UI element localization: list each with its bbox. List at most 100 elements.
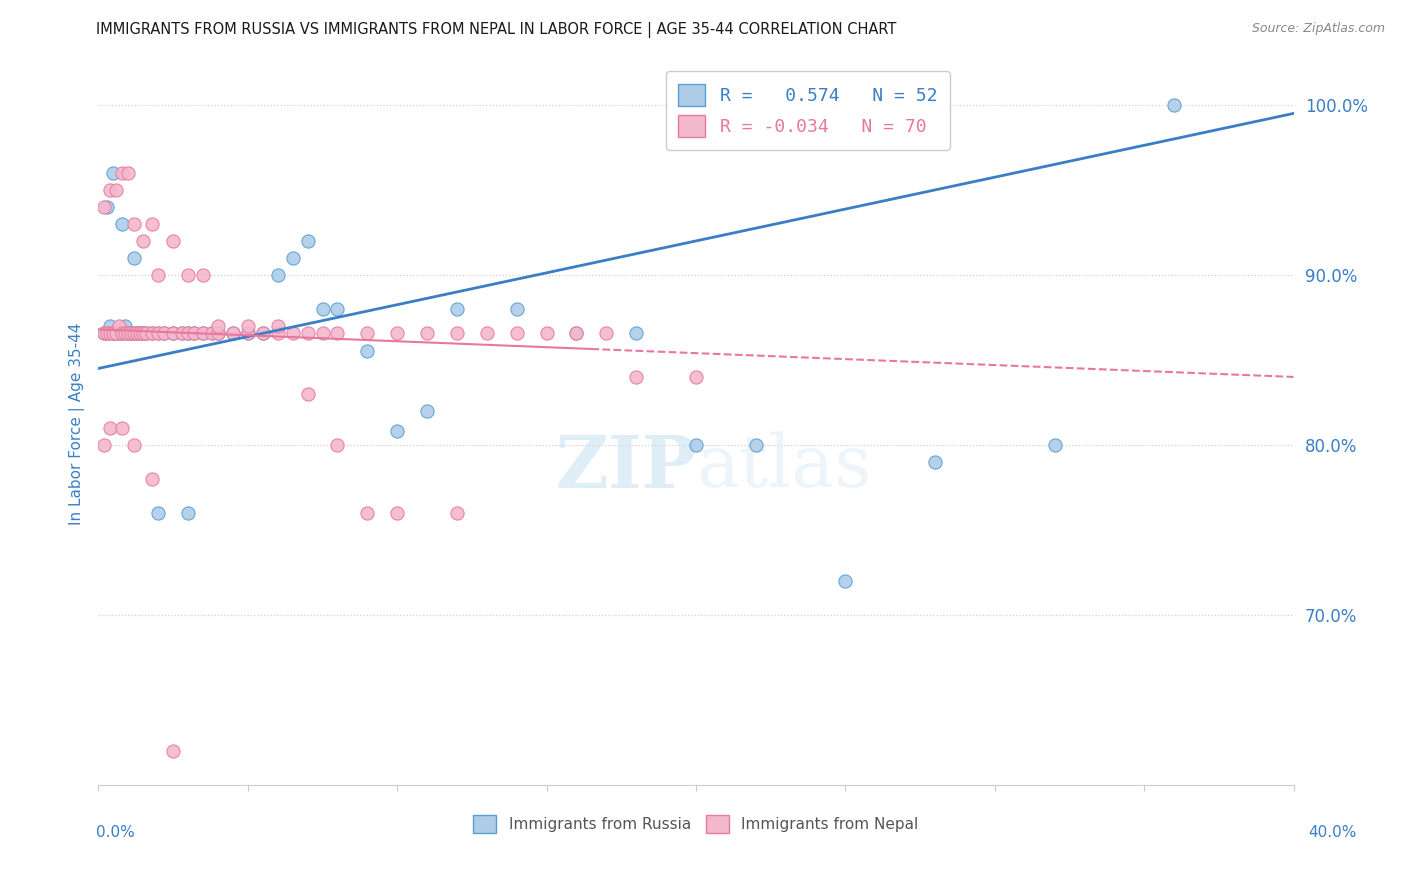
- Point: [626, 326, 648, 340]
- Point: [129, 326, 152, 340]
- Point: [162, 234, 184, 248]
- Point: [108, 326, 131, 340]
- Point: [96, 200, 118, 214]
- Point: [281, 251, 304, 265]
- Point: [141, 326, 163, 340]
- Point: [222, 326, 245, 340]
- Point: [745, 438, 768, 452]
- Point: [111, 166, 134, 180]
- Point: [191, 326, 214, 340]
- Point: [326, 438, 349, 452]
- Point: [148, 268, 170, 282]
- Point: [356, 344, 378, 359]
- Point: [1163, 98, 1185, 112]
- Text: atlas: atlas: [696, 432, 872, 502]
- Point: [172, 326, 194, 340]
- Point: [162, 326, 184, 340]
- Point: [311, 301, 333, 316]
- Point: [132, 326, 155, 340]
- Point: [267, 268, 290, 282]
- Point: [103, 166, 125, 180]
- Point: [127, 326, 149, 340]
- Point: [135, 326, 157, 340]
- Point: [506, 326, 529, 340]
- Point: [105, 326, 128, 340]
- Point: [506, 301, 529, 316]
- Point: [96, 326, 118, 340]
- Point: [117, 326, 139, 340]
- Point: [111, 217, 134, 231]
- Point: [132, 234, 155, 248]
- Point: [326, 326, 349, 340]
- Point: [446, 301, 468, 316]
- Point: [183, 326, 205, 340]
- Point: [98, 318, 122, 333]
- Point: [93, 326, 115, 340]
- Point: [103, 326, 125, 340]
- Point: [207, 318, 229, 333]
- Y-axis label: In Labor Force | Age 35-44: In Labor Force | Age 35-44: [69, 323, 84, 524]
- Point: [177, 506, 200, 520]
- Point: [281, 326, 304, 340]
- Legend: Immigrants from Russia, Immigrants from Nepal: Immigrants from Russia, Immigrants from …: [464, 805, 928, 842]
- Point: [236, 326, 259, 340]
- Point: [536, 326, 558, 340]
- Point: [98, 421, 122, 435]
- Point: [834, 574, 856, 588]
- Point: [132, 326, 155, 340]
- Point: [1043, 438, 1066, 452]
- Point: [148, 326, 170, 340]
- Text: 0.0%: 0.0%: [96, 825, 135, 840]
- Point: [96, 326, 118, 340]
- Point: [267, 318, 290, 333]
- Point: [326, 301, 349, 316]
- Point: [685, 370, 707, 384]
- Point: [117, 166, 139, 180]
- Point: [124, 326, 146, 340]
- Point: [356, 326, 378, 340]
- Text: ZIP: ZIP: [555, 432, 696, 502]
- Point: [311, 326, 333, 340]
- Point: [191, 326, 214, 340]
- Point: [162, 744, 184, 758]
- Point: [105, 183, 128, 197]
- Point: [124, 217, 146, 231]
- Point: [685, 438, 707, 452]
- Point: [252, 326, 274, 340]
- Point: [385, 506, 409, 520]
- Point: [416, 404, 439, 418]
- Point: [924, 455, 946, 469]
- Point: [141, 326, 163, 340]
- Point: [385, 425, 409, 439]
- Point: [141, 217, 163, 231]
- Point: [141, 472, 163, 486]
- Point: [446, 506, 468, 520]
- Point: [177, 326, 200, 340]
- Point: [201, 326, 224, 340]
- Point: [475, 326, 498, 340]
- Point: [120, 326, 142, 340]
- Point: [595, 326, 617, 340]
- Point: [148, 506, 170, 520]
- Point: [117, 326, 139, 340]
- Point: [98, 326, 122, 340]
- Point: [236, 318, 259, 333]
- Point: [124, 251, 146, 265]
- Point: [135, 326, 157, 340]
- Point: [111, 326, 134, 340]
- Point: [446, 326, 468, 340]
- Point: [297, 326, 319, 340]
- Point: [207, 326, 229, 340]
- Point: [127, 326, 149, 340]
- Point: [172, 326, 194, 340]
- Point: [124, 438, 146, 452]
- Point: [120, 326, 142, 340]
- Point: [103, 326, 125, 340]
- Point: [565, 326, 588, 340]
- Text: IMMIGRANTS FROM RUSSIA VS IMMIGRANTS FROM NEPAL IN LABOR FORCE | AGE 35-44 CORRE: IMMIGRANTS FROM RUSSIA VS IMMIGRANTS FRO…: [96, 22, 896, 38]
- Point: [252, 326, 274, 340]
- Point: [111, 326, 134, 340]
- Point: [162, 326, 184, 340]
- Point: [124, 326, 146, 340]
- Point: [297, 387, 319, 401]
